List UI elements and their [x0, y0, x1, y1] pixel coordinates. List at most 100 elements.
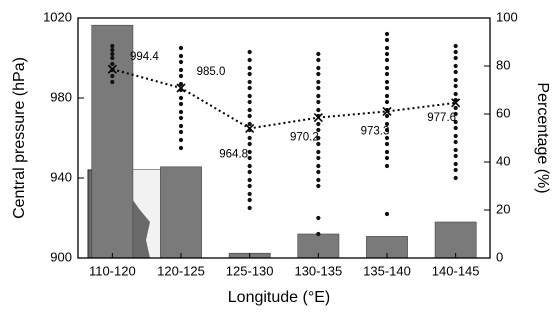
- sample-dot: [454, 44, 458, 48]
- sample-dot: [248, 142, 252, 146]
- sample-dot: [179, 116, 183, 120]
- sample-dot: [110, 52, 114, 56]
- sample-dot: [179, 124, 183, 128]
- value-label: 985.0: [197, 66, 226, 78]
- sample-dot: [248, 80, 252, 84]
- sample-dot: [316, 72, 320, 76]
- chart: Longitude (°E) Central pressure (hPa) Pe…: [0, 0, 559, 314]
- sample-dot: [454, 168, 458, 172]
- y-tick-label: 940: [50, 169, 72, 184]
- value-label: 964.8: [219, 148, 248, 160]
- x-tick-label: 125-130: [226, 263, 274, 278]
- sample-dot: [248, 170, 252, 174]
- y2-tick-label: 40: [496, 153, 510, 168]
- sample-dot: [179, 138, 183, 142]
- y2-tick-label: 0: [496, 249, 503, 264]
- sample-dot: [385, 164, 389, 168]
- sample-dot: [179, 130, 183, 134]
- sample-dot: [385, 86, 389, 90]
- sample-dot: [316, 58, 320, 62]
- y2-tick-label: 20: [496, 201, 510, 216]
- sample-dot: [179, 102, 183, 106]
- sample-dot: [316, 94, 320, 98]
- sample-dot: [248, 150, 252, 154]
- x-tick-label: 140-145: [432, 263, 480, 278]
- sample-dot: [385, 150, 389, 154]
- sample-dot: [248, 136, 252, 140]
- sample-dot: [454, 148, 458, 152]
- sample-dot: [248, 86, 252, 90]
- sample-dot: [248, 122, 252, 126]
- value-label: 977.6: [427, 112, 456, 124]
- sample-dot: [454, 78, 458, 82]
- x-tick-label: 130-135: [294, 263, 342, 278]
- sample-dot: [454, 84, 458, 88]
- sample-dot: [385, 156, 389, 160]
- sample-dot: [316, 178, 320, 182]
- sample-dot: [179, 74, 183, 78]
- sample-dot: [179, 68, 183, 72]
- bar: [435, 222, 476, 258]
- sample-dot: [385, 52, 389, 56]
- sample-dot: [316, 232, 320, 236]
- sample-dot: [179, 110, 183, 114]
- sample-dot: [248, 72, 252, 76]
- sample-dot: [248, 184, 252, 188]
- sample-dot: [385, 46, 389, 50]
- y-tick-label: 1020: [43, 9, 72, 24]
- x-tick-label: 120-125: [157, 263, 205, 278]
- bar: [160, 167, 201, 258]
- sample-dot: [385, 72, 389, 76]
- bar: [92, 25, 133, 258]
- sample-dot: [316, 164, 320, 168]
- sample-dot: [110, 74, 114, 78]
- sample-dot: [454, 70, 458, 74]
- sample-dot: [316, 122, 320, 126]
- sample-dot: [454, 162, 458, 166]
- sample-dot: [454, 140, 458, 144]
- y2-tick-label: 100: [496, 9, 518, 24]
- sample-dot: [316, 170, 320, 174]
- sample-dot: [454, 176, 458, 180]
- sample-dot: [316, 66, 320, 70]
- x-tick-label: 135-140: [363, 263, 411, 278]
- y2-tick-label: 60: [496, 105, 510, 120]
- y-axis-title: Central pressure (hPa): [11, 57, 28, 219]
- sample-dot: [179, 46, 183, 50]
- sample-dot: [454, 134, 458, 138]
- sample-dot: [316, 100, 320, 104]
- sample-dot: [385, 94, 389, 98]
- y2-tick-label: 80: [496, 57, 510, 72]
- sample-dot: [454, 64, 458, 68]
- sample-dot: [454, 106, 458, 110]
- sample-dot: [385, 114, 389, 118]
- sample-dot: [248, 108, 252, 112]
- sample-dot: [385, 38, 389, 42]
- sample-dot: [385, 212, 389, 216]
- sample-dot: [454, 126, 458, 130]
- sample-dot: [179, 96, 183, 100]
- sample-dot: [454, 154, 458, 158]
- sample-dot: [248, 66, 252, 70]
- y-tick-label: 980: [50, 89, 72, 104]
- sample-dot: [179, 54, 183, 58]
- value-label: 994.4: [130, 51, 159, 63]
- sample-dot: [385, 32, 389, 36]
- sample-dot: [110, 80, 114, 84]
- sample-dot: [385, 66, 389, 70]
- sample-dot: [454, 50, 458, 54]
- value-label: 973.3: [361, 125, 390, 137]
- sample-dot: [316, 80, 320, 84]
- sample-dot: [248, 192, 252, 196]
- sample-dot: [316, 150, 320, 154]
- y-tick-label: 900: [50, 249, 72, 264]
- sample-dot: [248, 178, 252, 182]
- mean-line: [112, 69, 455, 128]
- sample-dot: [179, 146, 183, 150]
- sample-dot: [248, 94, 252, 98]
- sample-dot: [110, 48, 114, 52]
- sample-dot: [385, 142, 389, 146]
- sample-dot: [385, 100, 389, 104]
- sample-dot: [248, 198, 252, 202]
- sample-dot: [248, 164, 252, 168]
